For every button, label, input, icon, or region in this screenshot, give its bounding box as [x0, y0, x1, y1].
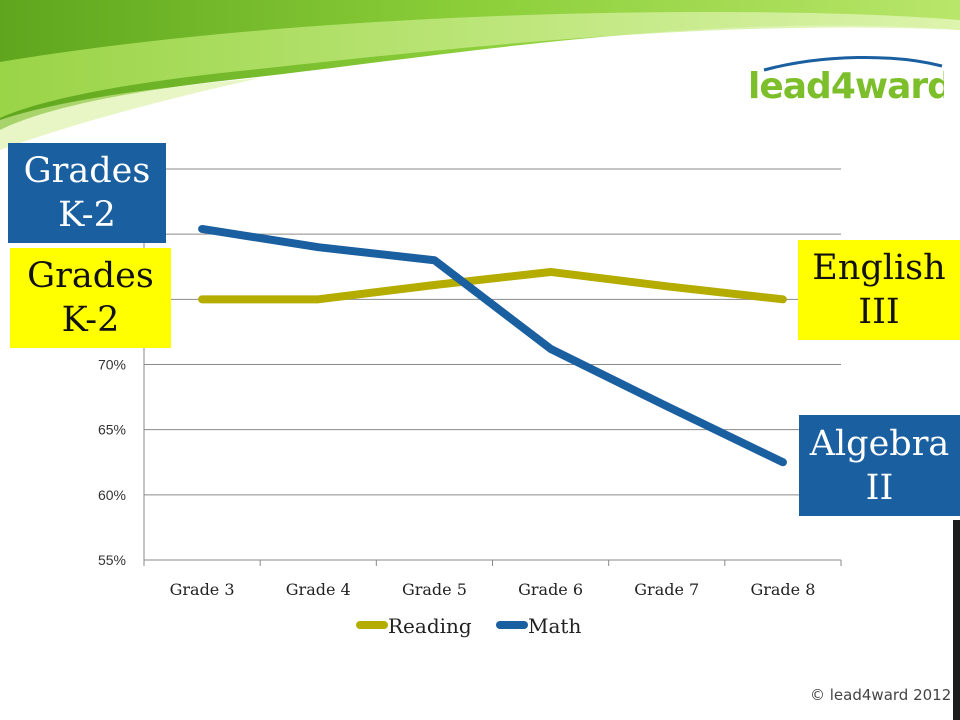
callout-line: English	[812, 248, 946, 288]
callout-line: Grades	[23, 151, 151, 191]
callout-line: K-2	[58, 195, 116, 235]
y-tick-label: 70%	[98, 357, 126, 373]
x-tick-label: Grade 3	[170, 580, 235, 599]
x-tick-label: Grade 8	[750, 580, 815, 599]
grades-k2-math-callout: Grades K-2	[8, 143, 166, 243]
green-banner	[0, 0, 960, 150]
callout-line: Algebra	[809, 423, 950, 464]
callout-line: K-2	[61, 300, 120, 340]
callout-line: III	[858, 292, 900, 332]
lead4ward-logo: lead4ward	[748, 55, 944, 107]
english-iii-callout: English III	[798, 240, 960, 340]
callout-line: II	[865, 467, 894, 508]
x-tick-label: Grade 6	[518, 580, 583, 599]
y-tick-label: 60%	[98, 487, 126, 503]
y-tick-label: 65%	[98, 422, 126, 438]
x-tick-label: Grade 4	[286, 580, 351, 599]
x-tick-label: Grade 5	[402, 580, 467, 599]
grades-k2-reading-callout: Grades K-2	[10, 248, 171, 348]
algebra-ii-callout: Algebra II	[799, 415, 960, 516]
callout-line: Grades	[27, 256, 154, 296]
series-line-reading	[198, 267, 787, 304]
y-tick-label: 55%	[98, 552, 126, 568]
copyright-text: © lead4ward 2012	[810, 686, 952, 704]
legend-label: Math	[528, 614, 581, 638]
logo-text: lead4ward	[748, 66, 944, 107]
series-line-math	[198, 224, 787, 467]
legend-label: Reading	[388, 614, 472, 638]
x-tick-label: Grade 7	[634, 580, 699, 599]
edge-shadow	[953, 520, 960, 720]
